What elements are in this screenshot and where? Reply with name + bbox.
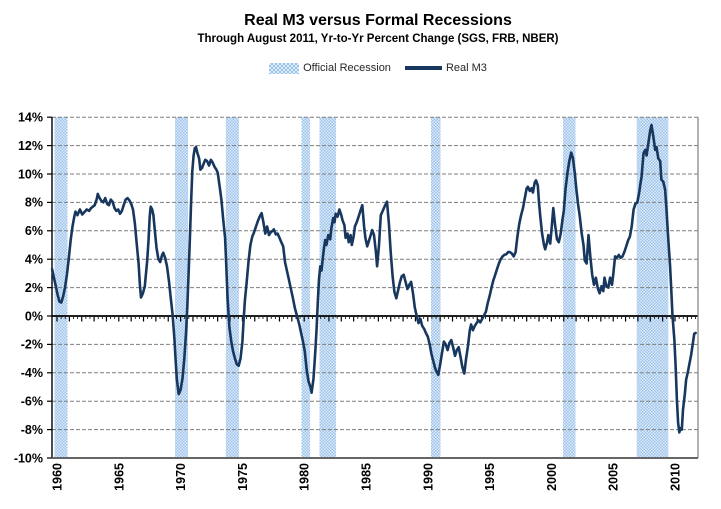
y-tick-label: 12%	[18, 139, 43, 153]
axes-layer	[47, 116, 699, 459]
x-tick-label: 1965	[112, 463, 126, 491]
x-tick-label: 1970	[174, 463, 188, 491]
legend-label-real-m3: Real M3	[445, 62, 487, 74]
recession-band	[319, 117, 336, 458]
x-tick-label: 1995	[483, 463, 497, 491]
x-tick-label: 1960	[51, 463, 65, 491]
real-m3-line-swatch	[404, 66, 442, 70]
y-tick-label: -8%	[21, 423, 43, 437]
x-tick-label: 1990	[421, 463, 435, 491]
x-tick-label: 2005	[607, 463, 621, 491]
legend-item-official-recession: Official Recession	[269, 62, 391, 74]
chart-legend: Official Recession Real M3	[52, 62, 704, 74]
y-tick-label: 2%	[25, 281, 43, 295]
y-tick-label: 6%	[25, 224, 43, 238]
y-tick-label: 10%	[18, 167, 43, 181]
recession-band	[431, 117, 441, 458]
x-tick-label: 2000	[545, 463, 559, 491]
chart-header: Real M3 versus Formal Recessions Through…	[52, 12, 704, 45]
y-tick-label: -6%	[21, 395, 43, 409]
y-tick-label: 14%	[18, 111, 43, 125]
chart-subtitle: Through August 2011, Yr-to-Yr Percent Ch…	[197, 33, 559, 46]
x-tick-label: 1985	[360, 463, 374, 491]
y-tick-label: -10%	[14, 451, 43, 465]
recession-pattern-swatch	[269, 62, 300, 74]
y-tick-label: 8%	[25, 196, 43, 210]
tick-labels-layer: 14% 12% 10% 8% 6% 4% 2% 0% -2% -4% -6% -8% -10% 1960 1…	[14, 111, 683, 491]
x-tick-label: 1980	[298, 463, 312, 491]
real-m3-line	[50, 123, 697, 434]
y-tick-label: 4%	[25, 253, 43, 267]
legend-label-official-recession: Official Recession	[303, 62, 391, 74]
chart-title: Real M3 versus Formal Recessions	[244, 12, 512, 29]
x-tick-label: 1975	[236, 463, 250, 491]
y-tick-label: -4%	[21, 366, 43, 380]
x-tick-label: 2010	[669, 463, 683, 491]
series-layer	[50, 123, 697, 434]
legend-item-real-m3: Real M3	[404, 62, 487, 74]
y-tick-label: -2%	[21, 338, 43, 352]
gridlines-layer	[52, 116, 698, 431]
y-tick-label: 0%	[25, 309, 43, 323]
